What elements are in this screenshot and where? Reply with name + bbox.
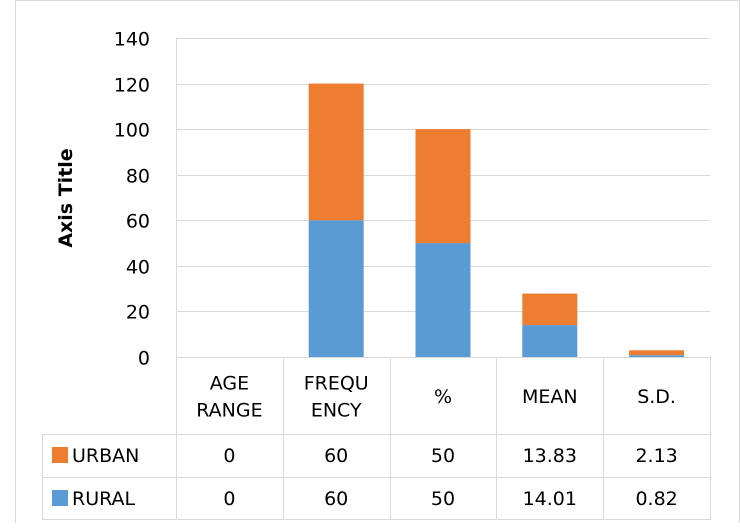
data-label: 14.01: [523, 488, 577, 510]
x-category-label: AGE RANGE: [196, 373, 262, 422]
bar-rural: [629, 355, 685, 357]
data-label: 50: [431, 488, 455, 510]
bar-urban: [415, 129, 471, 244]
data-label: 60: [324, 445, 348, 467]
y-tick-label: 80: [126, 166, 150, 188]
y-tick-label: 40: [126, 257, 150, 279]
x-category-label: FREQU ENCY: [304, 373, 369, 422]
data-label: 0: [223, 445, 235, 467]
bars: [308, 83, 685, 357]
bar-rural: [522, 325, 578, 357]
y-tick-label: 60: [126, 211, 150, 233]
data-label: 2.13: [635, 445, 677, 467]
bar-urban: [629, 350, 685, 356]
y-axis-title: Axis Title: [55, 148, 77, 247]
data-label: 13.83: [523, 445, 577, 467]
legend-label-rural: RURAL: [72, 488, 136, 510]
bar-rural: [415, 243, 471, 357]
y-tick-label: 20: [126, 302, 150, 324]
data-label: 0.82: [635, 488, 677, 510]
bar-urban: [308, 83, 364, 221]
legend-key-urban: [52, 447, 68, 463]
x-category-label: S.D.: [637, 386, 676, 408]
data-label: 0: [223, 488, 235, 510]
data-label: 60: [324, 488, 348, 510]
y-tick-label: 100: [114, 120, 150, 142]
bar-rural: [308, 220, 364, 357]
data-label: 50: [431, 445, 455, 467]
y-tick-label: 140: [114, 29, 150, 51]
y-tick-label: 120: [114, 75, 150, 97]
bar-urban: [522, 293, 578, 326]
x-category-label: MEAN: [522, 386, 578, 408]
data-table: AGE RANGE FREQU ENCY% MEAN S.D. URBAN 0 60 50 13.8…: [42, 357, 711, 520]
y-tick-label: 0: [138, 348, 150, 370]
legend-key-rural: [52, 490, 68, 506]
y-axis: Axis Title 0 20 40 60 80 100 120 140: [55, 29, 150, 370]
x-category-label: %: [434, 386, 452, 408]
legend-label-urban: URBAN: [72, 445, 139, 467]
